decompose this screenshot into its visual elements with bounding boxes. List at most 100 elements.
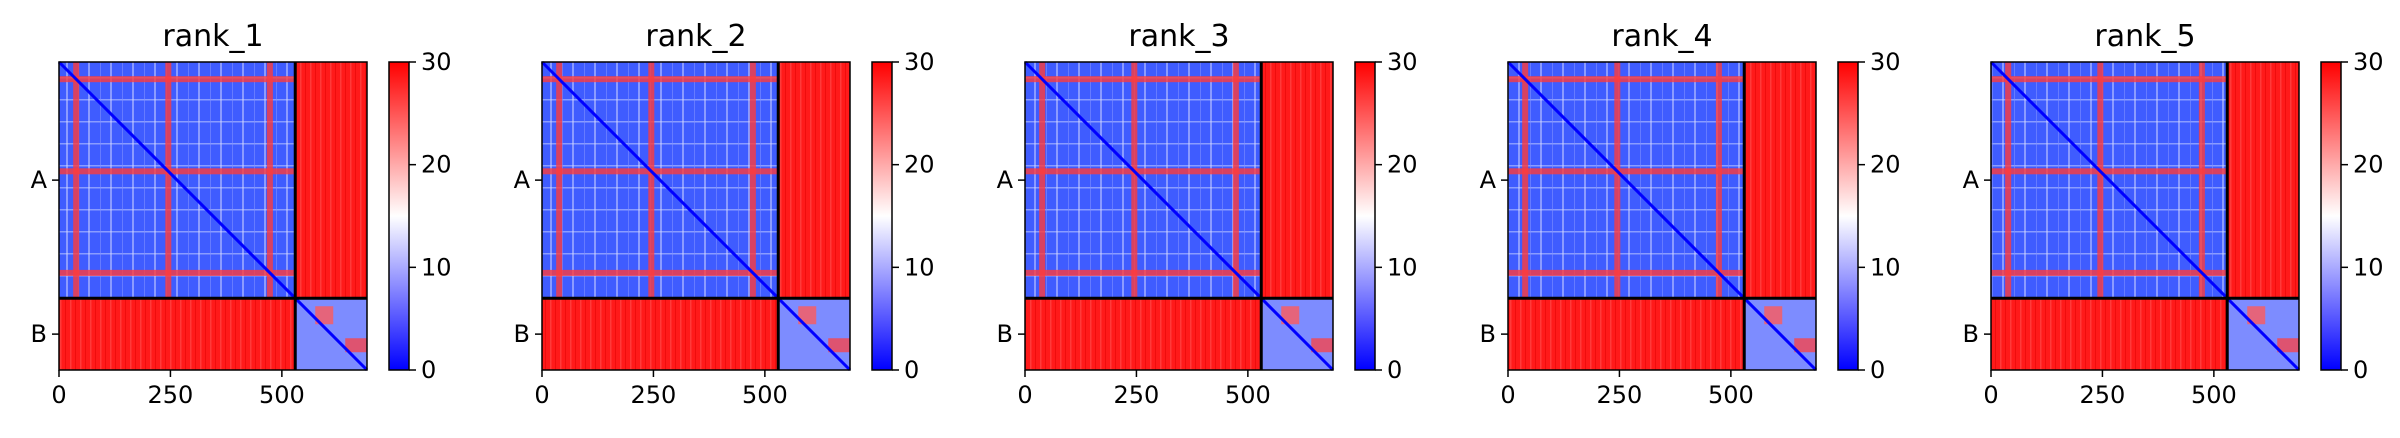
plot-frame (58, 61, 368, 371)
colorbar-tick-label: 30 (904, 48, 935, 76)
x-tick-label: 0 (1500, 381, 1515, 409)
heatmap-stripe-col (2005, 62, 2012, 299)
colorbar-tick-label: 0 (2353, 356, 2368, 384)
heatmap-diagonal-B (2226, 297, 2301, 372)
colorbar-tick-label: 30 (421, 48, 452, 76)
heatmap-spot (828, 338, 851, 353)
chain-label-B: B (31, 320, 47, 348)
heatmap-spot (2247, 306, 2266, 325)
heatmap-stripe-row (542, 76, 779, 83)
heatmap-block-B-A (1991, 298, 2228, 370)
heatmap-stripe-row (1991, 269, 2228, 276)
x-tick-label: 500 (1225, 381, 1271, 409)
heatmap-stripe-col (2097, 62, 2104, 299)
colorbar-tick-label: 0 (421, 356, 436, 384)
heatmap-stripe-col (266, 62, 273, 299)
colorbar-tick-label: 30 (2353, 48, 2384, 76)
x-tick-label: 250 (631, 381, 677, 409)
heatmap-panel-rank_2: rank_2 0 250 500 A B 0 10 20 30 (514, 19, 935, 409)
x-tick-label: 250 (1597, 381, 1643, 409)
x-tick-label: 250 (1114, 381, 1160, 409)
x-tick-label: 0 (534, 381, 549, 409)
heatmap-stripe-row (542, 168, 779, 175)
heatmap-stripe-row (542, 269, 779, 276)
heatmap-block-B-A (1025, 298, 1262, 370)
heatmap-panel-rank_4: rank_4 0 250 500 A B 0 10 20 30 (1480, 19, 1901, 409)
colorbar-tick-label: 20 (421, 151, 452, 179)
heatmap-stripe-col (1131, 62, 1138, 299)
heatmap-stripe-col (1715, 62, 1722, 299)
x-tick-label: 0 (51, 381, 66, 409)
heatmap-diagonal-A (1989, 60, 2229, 300)
heatmap-stripe-row (1508, 168, 1745, 175)
heatmap-stripe-col (73, 62, 80, 299)
colorbar-tick-label: 0 (1387, 356, 1402, 384)
colorbar (871, 61, 893, 371)
panel-title: rank_4 (1611, 19, 1712, 54)
heatmap-stripe-row (59, 168, 296, 175)
colorbar-tick-label: 10 (1870, 253, 1901, 281)
plot-frame (1990, 61, 2300, 371)
heatmap-diagonal-A (57, 60, 297, 300)
heatmap-diagonal-A (1023, 60, 1263, 300)
heatmap-spot (1281, 306, 1300, 325)
heatmap-diagonal-A (540, 60, 780, 300)
heatmap-stripe-col (1614, 62, 1621, 299)
heatmap-spot (1794, 338, 1817, 353)
colorbar-tick-label: 0 (904, 356, 919, 384)
colorbar-tick-label: 20 (1387, 151, 1418, 179)
panel-title: rank_2 (645, 19, 746, 54)
colorbar-tick-label: 10 (904, 253, 935, 281)
heatmap-panel-rank_5: rank_5 0 250 500 A B 0 10 20 30 (1963, 19, 2384, 409)
plot-frame (541, 61, 851, 371)
heatmap-stripe-row (1508, 76, 1745, 83)
heatmap-stripe-col (1232, 62, 1239, 299)
heatmap-spot (1764, 306, 1783, 325)
panel-title: rank_3 (1128, 19, 1229, 54)
chain-label-A: A (1480, 166, 1497, 194)
x-tick-label: 500 (259, 381, 305, 409)
chain-label-A: A (31, 166, 48, 194)
heatmap-spot (798, 306, 817, 325)
heatmap-block-A-B (1261, 62, 1333, 299)
colorbar-tick-label: 30 (1387, 48, 1418, 76)
x-tick-label: 0 (1017, 381, 1032, 409)
heatmap-block-B-A (542, 298, 779, 370)
chain-label-B: B (997, 320, 1013, 348)
heatmap-block-B-A (59, 298, 296, 370)
heatmap-stripe-row (1508, 269, 1745, 276)
heatmap-diagonal-A (1506, 60, 1746, 300)
heatmap-stripe-col (648, 62, 655, 299)
heatmap-spot (2277, 338, 2300, 353)
heatmap-stripe-row (1025, 76, 1262, 83)
heatmap-stripe-row (1991, 76, 2228, 83)
heatmap-spot (315, 306, 334, 325)
colorbar-tick-label: 10 (1387, 253, 1418, 281)
heatmap-diagonal-B (294, 297, 369, 372)
colorbar (1354, 61, 1376, 371)
heatmap-stripe-row (59, 269, 296, 276)
heatmap-spot (345, 338, 368, 353)
x-tick-label: 500 (1708, 381, 1754, 409)
colorbar-tick-label: 20 (1870, 151, 1901, 179)
heatmap-block-B-A (1508, 298, 1745, 370)
plot-frame (1507, 61, 1817, 371)
heatmap-block-A-B (778, 62, 850, 299)
heatmap-panel-rank_3: rank_3 0 250 500 A B 0 10 20 30 (997, 19, 1418, 409)
heatmap-stripe-col (749, 62, 756, 299)
heatmap-block-A-B (2227, 62, 2299, 299)
x-tick-label: 500 (742, 381, 788, 409)
heatmap-stripe-col (1522, 62, 1529, 299)
colorbar-tick-label: 10 (2353, 253, 2384, 281)
chain-label-A: A (1963, 166, 1980, 194)
heatmap-stripe-row (1025, 269, 1262, 276)
heatmap-diagonal-B (777, 297, 852, 372)
colorbar-tick-label: 10 (421, 253, 452, 281)
heatmap-spot (1311, 338, 1334, 353)
panel-title: rank_5 (2094, 19, 2195, 54)
heatmap-diagonal-B (1260, 297, 1335, 372)
heatmap-panel-rank_1: rank_1 0 250 500 A B 0 10 20 30 (31, 19, 452, 409)
plot-frame (1024, 61, 1334, 371)
chain-label-B: B (514, 320, 530, 348)
colorbar (1837, 61, 1859, 371)
